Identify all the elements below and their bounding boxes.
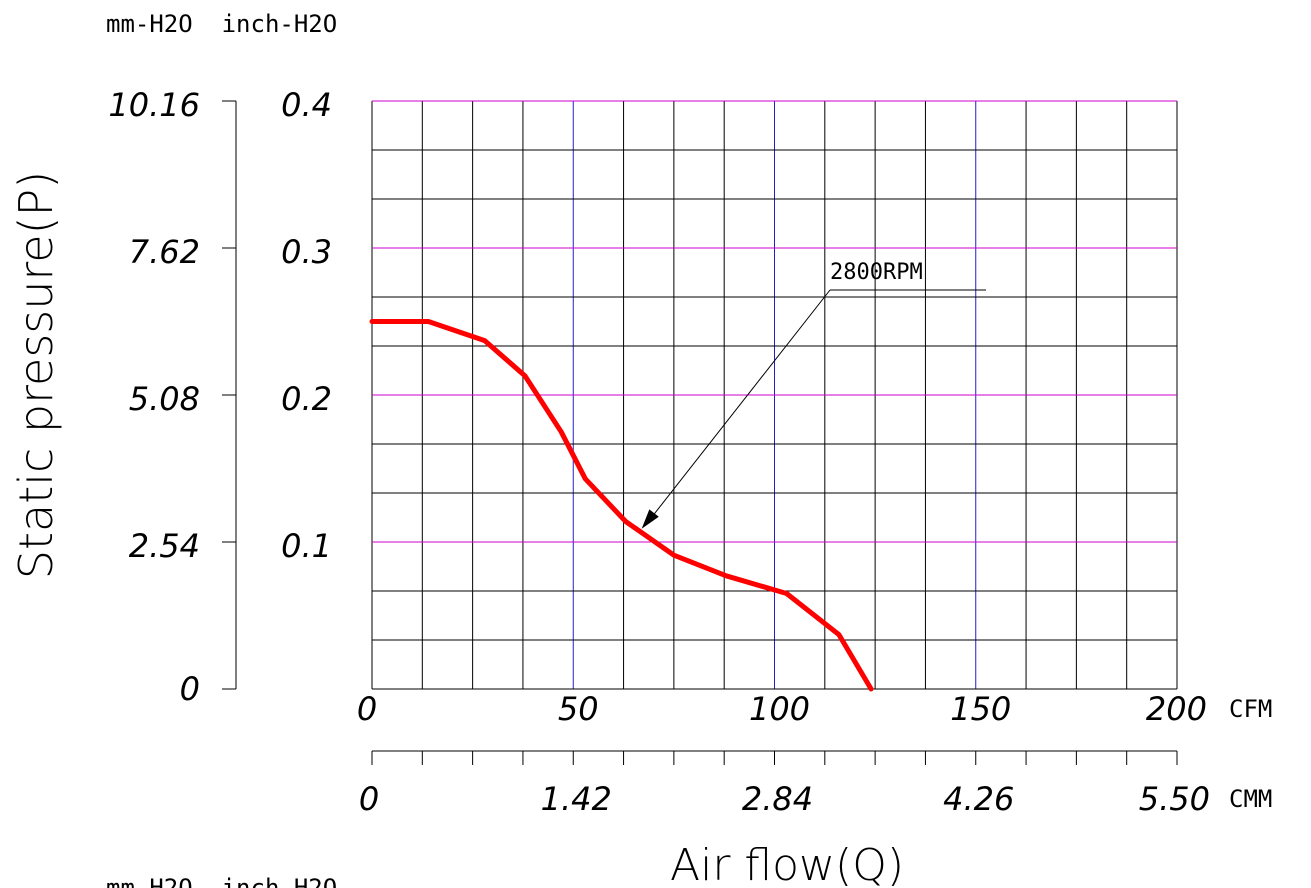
y-axis-label: Static pressure(P) <box>9 171 63 579</box>
x-tick-label-cmm: 4.26 <box>943 780 1014 818</box>
tick-labels: 10.16 7.62 5.08 2.54 0 0.4 0.3 0.2 0.1 0 50 100 150 2… <box>108 86 1272 818</box>
x-tick-label-cmm: 0 <box>359 780 379 818</box>
x-tick-label-cfm: 0 <box>357 690 377 728</box>
y-tick-label-mm: 2.54 <box>129 527 200 565</box>
x-tick-label-cfm: 150 <box>950 690 1011 728</box>
x-axis-label: Air flow(Q) <box>670 840 904 888</box>
x-tick-label-cmm: 2.84 <box>742 780 813 818</box>
y-tick-label-inch: 0.2 <box>281 380 332 418</box>
x-unit-cfm: CFM <box>1229 695 1272 723</box>
series-line-2800rpm <box>369 319 874 692</box>
units-header-bottom: mm-H2O inch-H2O <box>106 874 337 888</box>
x-tick-label-cmm: 1.42 <box>541 780 612 818</box>
annotation-layer: 2800RPM <box>641 260 986 529</box>
y-tick-label-inch: 0.4 <box>281 86 332 124</box>
series-layer <box>369 319 874 692</box>
annotation-arrowhead <box>641 509 659 529</box>
x-tick-label-cfm: 200 <box>1146 690 1207 728</box>
y-tick-label-mm: 10.16 <box>108 86 200 124</box>
y-tick-label-mm: 5.08 <box>129 380 200 418</box>
y-tick-label-inch: 0.3 <box>281 233 332 271</box>
rpm-annotation-label: 2800RPM <box>830 260 923 285</box>
y-tick-label-mm: 0 <box>180 670 200 708</box>
x-tick-label-cfm: 100 <box>749 690 810 728</box>
plot-axes <box>222 100 1178 765</box>
y-tick-label-inch: 0.1 <box>281 527 332 565</box>
x-tick-label-cmm: 5.50 <box>1139 780 1210 818</box>
x-tick-label-cfm: 50 <box>558 690 599 728</box>
y-tick-label-mm: 7.62 <box>129 233 200 271</box>
units-header-top: mm-H2O inch-H2O <box>106 10 337 38</box>
plot-grid <box>371 100 1178 690</box>
annotation-leader-line <box>649 289 831 521</box>
x-unit-cmm: CMM <box>1229 785 1272 813</box>
